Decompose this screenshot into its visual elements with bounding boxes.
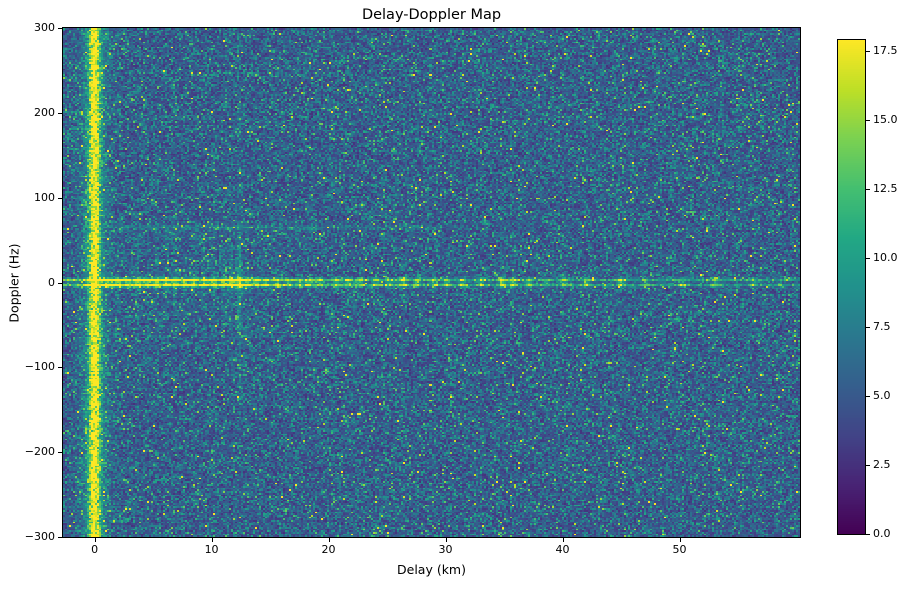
y-tick-mark [58,367,62,369]
colorbar-tick-label: 15.0 [873,113,898,127]
x-tick-mark [94,538,96,542]
x-tick-mark [328,538,330,542]
heatmap-canvas [63,28,800,537]
y-tick-label: 300 [34,21,55,34]
y-tick-mark [58,28,62,29]
x-tick-label: 0 [91,543,99,556]
colorbar-tick-mark [866,120,870,122]
x-tick-label: 50 [672,543,687,556]
y-tick-label: −100 [24,360,55,374]
colorbar-tick-mark [866,396,870,397]
plot-area [62,27,801,538]
colorbar-tick-label: 2.5 [873,458,891,471]
x-tick-label: 20 [321,543,336,556]
y-tick-label: 100 [34,190,55,204]
colorbar-tick-mark [866,534,870,535]
x-tick-mark [679,538,681,542]
colorbar-tick-mark [866,465,870,466]
x-tick-label: 10 [204,543,219,556]
colorbar-tick-label: 0.0 [873,527,891,540]
x-axis-label: Delay (km) [397,562,466,577]
colorbar-tick-mark [866,258,870,260]
chart-title: Delay-Doppler Map [361,7,502,23]
colorbar-tick-label: 5.0 [873,389,891,402]
x-tick-label: 40 [555,543,570,556]
colorbar-tick-mark [866,327,870,329]
colorbar-tick-label: 17.5 [873,44,898,58]
y-tick-mark [58,537,62,538]
x-tick-mark [211,538,213,542]
colorbar-tick-label: 12.5 [873,182,898,196]
x-tick-label: 30 [438,543,453,556]
y-tick-label: −300 [24,530,55,543]
y-tick-mark [58,112,62,114]
y-tick-label: 200 [34,105,55,119]
y-tick-mark [58,282,62,284]
x-tick-mark [562,538,564,542]
colorbar-tick-label: 7.5 [873,320,891,334]
colorbar [837,39,866,535]
colorbar-tick-mark [866,189,870,191]
y-tick-label: 0 [48,275,55,289]
y-tick-label: −200 [24,445,55,459]
y-tick-mark [58,197,62,199]
x-tick-mark [445,538,447,542]
y-tick-mark [58,452,62,454]
colorbar-tick-mark [866,51,870,53]
colorbar-canvas [838,40,865,534]
colorbar-tick-label: 10.0 [873,251,898,265]
